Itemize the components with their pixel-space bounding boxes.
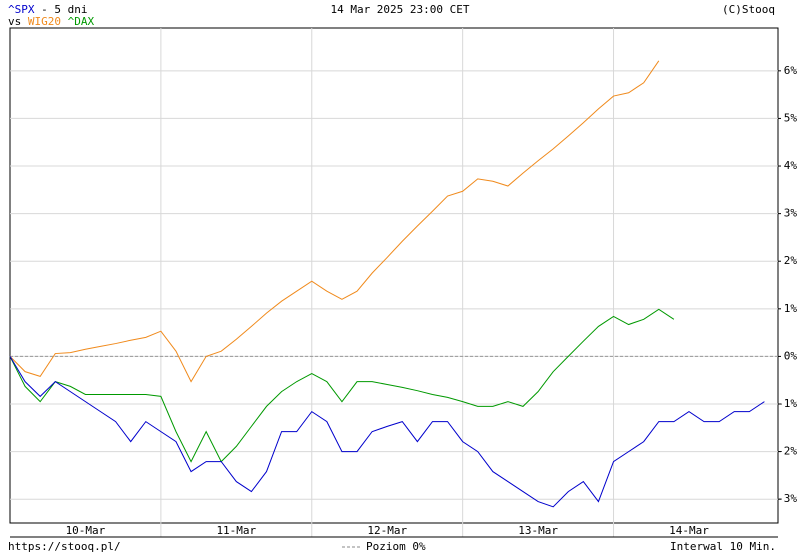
y-tick-label: 1% (784, 302, 798, 315)
main-series-label: ^SPX - 5 dni (8, 3, 87, 16)
y-tick-label: 0% (784, 349, 798, 362)
legend-entry: WIG20 (28, 15, 61, 28)
y-tick-label: -1% (777, 397, 797, 410)
x-tick-label: 11-Mar (216, 524, 256, 537)
compare-label: vs WIG20 ^DAX (8, 15, 94, 28)
legend-entry: ^SPX (8, 3, 35, 16)
interval: Interwal 10 Min. (670, 540, 776, 553)
y-tick-label: -2% (777, 445, 797, 458)
series-line (9, 308, 675, 463)
x-tick-label: 14-Mar (669, 524, 709, 537)
reference-label: Poziom 0% (366, 540, 426, 553)
y-tick-label: -3% (777, 492, 797, 505)
series-line (9, 356, 765, 508)
source: (C)Stooq (722, 3, 775, 16)
period: - 5 dni (41, 3, 87, 16)
vs-label: vs (8, 15, 21, 28)
plot-frame (9, 27, 779, 524)
chart-title: 14 Mar 2025 23:00 CET (330, 3, 469, 16)
x-tick-label: 13-Mar (518, 524, 558, 537)
y-tick-label: 5% (784, 111, 798, 124)
y-tick-label: 3% (784, 207, 798, 220)
x-tick-label: 12-Mar (367, 524, 407, 537)
y-tick-label: 6% (784, 64, 798, 77)
legend-entry: ^DAX (68, 15, 95, 28)
series-line (9, 60, 660, 383)
url: https://stooq.pl/ (8, 540, 121, 553)
y-tick-label: 4% (784, 159, 798, 172)
x-tick-label: 10-Mar (66, 524, 106, 537)
y-tick-label: 2% (784, 254, 798, 267)
